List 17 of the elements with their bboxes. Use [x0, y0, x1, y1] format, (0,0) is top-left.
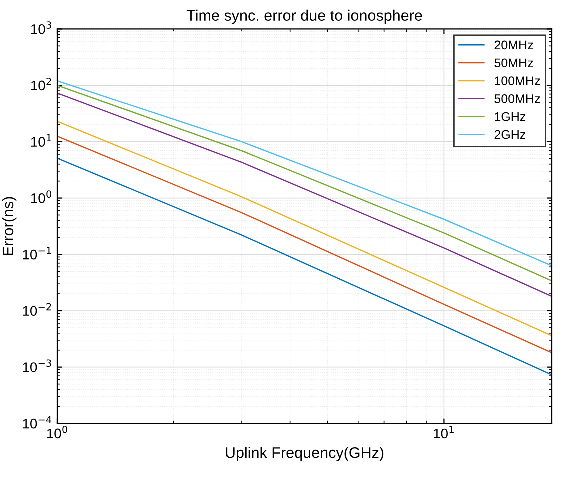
y-tick-label: 10$^{3}$ — [31, 22, 52, 34]
y-tick-label: 10$^{−4}$ — [23, 416, 52, 429]
y-tick-label: 10$^{−1}$ — [23, 247, 52, 260]
legend-label: 500MHz — [494, 94, 540, 104]
y-tick-label: 10$^{−2}$ — [23, 303, 52, 316]
y-axis-title: Error(ns) — [2, 197, 17, 256]
y-tick-label: 10$^{2}$ — [31, 78, 52, 91]
legend-label: 1GHz — [495, 112, 526, 122]
chart-title: Time sync. error due to ionosphere — [186, 10, 422, 24]
y-tick-label: 10$^{1}$ — [31, 134, 52, 147]
y-tick-label: 10$^{0}$ — [31, 190, 52, 204]
legend-label: 20MHz — [494, 40, 534, 50]
legend-label: 2GHz — [494, 130, 526, 140]
y-tick-label: 10$^{−3}$ — [23, 360, 52, 372]
legend-label: 100MHz — [495, 76, 540, 86]
legend-label: 50MHz — [494, 58, 534, 68]
x-axis-title: Uplink Frequency(GHz) — [226, 447, 384, 462]
